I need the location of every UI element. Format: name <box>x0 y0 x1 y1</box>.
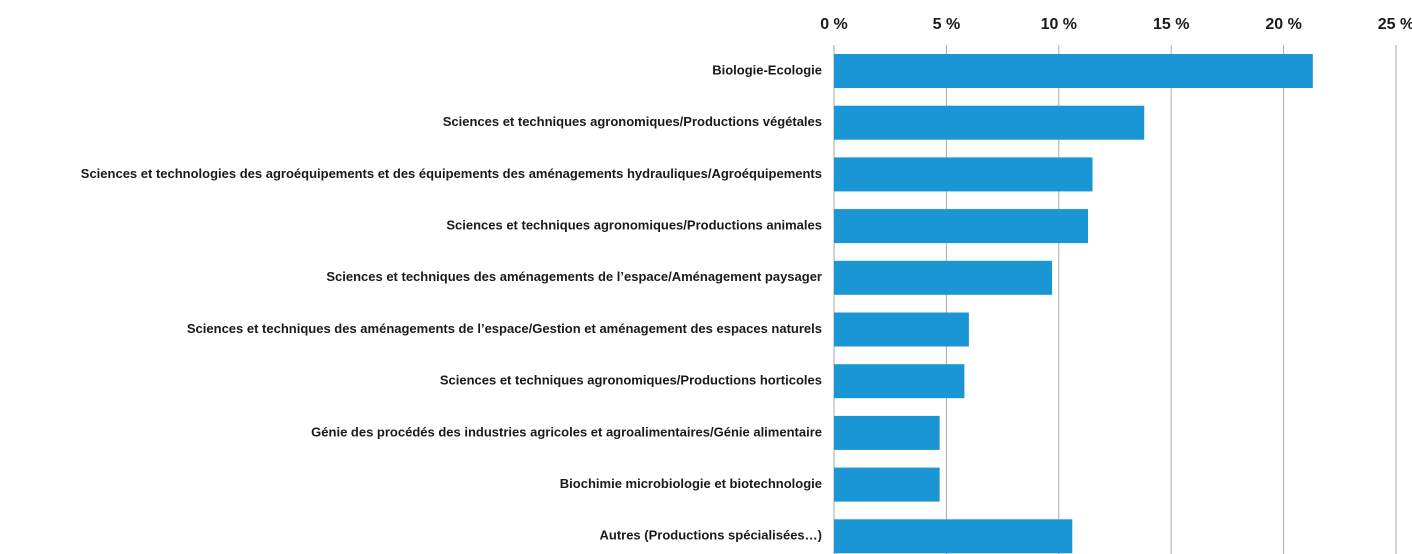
bar <box>834 519 1073 554</box>
x-tick-label: 5 % <box>933 16 961 33</box>
y-tick-label: Autres (Productions spécialisées…) <box>599 528 822 543</box>
bar <box>834 105 1145 140</box>
y-tick-label: Sciences et techniques agronomiques/Prod… <box>443 114 822 129</box>
bar <box>834 312 969 347</box>
y-tick-label: Biologie-Ecologie <box>712 62 822 77</box>
y-tick-label: Sciences et technologies des agroéquipem… <box>81 166 822 181</box>
y-tick-label: Biochimie microbiologie et biotechnologi… <box>560 476 822 491</box>
bar <box>834 209 1089 244</box>
bar <box>834 157 1093 192</box>
bar <box>834 415 940 450</box>
bar <box>834 364 965 399</box>
y-tick-label: Sciences et techniques agronomiques/Prod… <box>440 373 822 388</box>
y-tick-label: Sciences et techniques des aménagements … <box>187 321 822 336</box>
bar <box>834 467 940 502</box>
x-tick-label: 25 % <box>1378 16 1412 33</box>
x-tick-label: 20 % <box>1265 16 1301 33</box>
y-tick-label: Génie des procédés des industries agrico… <box>311 424 822 439</box>
x-tick-label: 0 % <box>820 16 848 33</box>
bar <box>834 260 1053 295</box>
y-tick-label: Sciences et techniques agronomiques/Prod… <box>446 218 822 233</box>
y-tick-label: Sciences et techniques des aménagements … <box>326 269 822 284</box>
x-tick-label: 10 % <box>1041 16 1077 33</box>
x-tick-label: 15 % <box>1153 16 1189 33</box>
bar <box>834 54 1313 88</box>
